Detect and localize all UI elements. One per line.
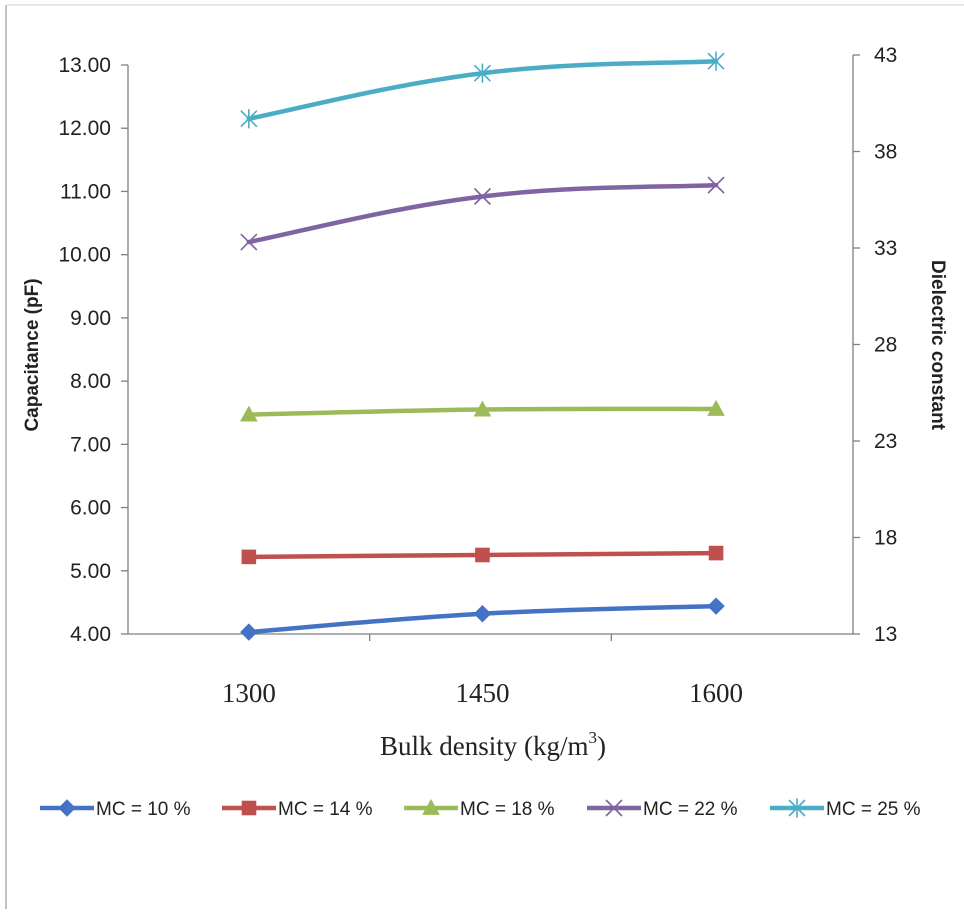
- right-tick-label: 23: [874, 430, 897, 453]
- x-axis-ticks: 1300 1450 1600: [222, 634, 743, 708]
- left-tick-label: 6.00: [70, 497, 111, 520]
- data-point: [707, 176, 725, 194]
- right-tick-label: 38: [874, 141, 897, 164]
- right-tick-label: 13: [874, 623, 897, 646]
- data-point: [473, 187, 492, 206]
- data-point: [708, 545, 724, 561]
- legend-marker: [605, 799, 623, 817]
- series-markers: [239, 51, 725, 641]
- data-point: [239, 405, 258, 422]
- left-tick-label: 4.00: [70, 623, 111, 646]
- marker-stroke: [605, 799, 623, 817]
- data-point: [240, 623, 258, 641]
- data-point: [473, 63, 492, 83]
- right-axis-title: Dielectric constant: [927, 260, 948, 431]
- marker-stroke: [240, 233, 258, 251]
- left-axis-title: Capacitance (pF): [22, 278, 43, 431]
- left-tick-label: 10.00: [58, 244, 111, 267]
- x-tick-label: 1450: [455, 678, 509, 708]
- x-axis-title: Bulk density (kg/m3): [380, 728, 606, 761]
- data-point: [707, 399, 725, 416]
- series-lines: [246, 58, 719, 635]
- left-axis-ticks: 4.00 5.00 6.00 7.00 8.00 9.00 10.00 11.00 12.00 1…: [58, 54, 128, 646]
- left-tick-label: 11.00: [60, 180, 111, 203]
- right-tick-label: 33: [874, 237, 897, 260]
- x-tick-label: 1600: [689, 678, 743, 708]
- marker-stroke: [473, 187, 492, 206]
- data-point: [475, 547, 490, 563]
- data-point: [240, 233, 258, 251]
- data-point: [240, 109, 258, 129]
- x-tick-label: 1300: [222, 678, 276, 708]
- legend-label: MC = 25 %: [826, 799, 921, 820]
- legend: MC = 10 % MC = 14 % MC = 18 % MC = 22 % MC =…: [40, 798, 921, 820]
- legend-label: MC = 14 %: [278, 799, 373, 820]
- left-tick-label: 8.00: [70, 370, 111, 393]
- legend-label: MC = 22 %: [643, 799, 738, 820]
- left-tick-label: 9.00: [70, 307, 111, 330]
- legend-label: MC = 18 %: [460, 799, 555, 820]
- data-point: [473, 400, 492, 417]
- right-tick-label: 18: [874, 527, 897, 550]
- left-tick-label: 7.00: [70, 433, 111, 456]
- marker-stroke: [707, 176, 725, 194]
- right-axis-ticks: 13 18 23 28 33 38 43: [853, 44, 897, 646]
- legend-marker: [422, 798, 440, 815]
- left-tick-label: 12.00: [58, 117, 111, 140]
- legend-marker: [241, 800, 257, 816]
- right-tick-label: 28: [874, 334, 897, 357]
- left-tick-label: 5.00: [70, 560, 111, 583]
- data-point: [473, 605, 492, 623]
- data-point: [707, 51, 725, 71]
- legend-label: MC = 10 %: [96, 799, 191, 820]
- series-line: [246, 182, 719, 245]
- data-point: [707, 597, 725, 615]
- left-tick-label: 13.00: [58, 54, 111, 77]
- legend-marker: [58, 799, 76, 817]
- right-tick-label: 43: [874, 44, 897, 67]
- legend-marker: [788, 798, 806, 818]
- data-point: [241, 549, 257, 565]
